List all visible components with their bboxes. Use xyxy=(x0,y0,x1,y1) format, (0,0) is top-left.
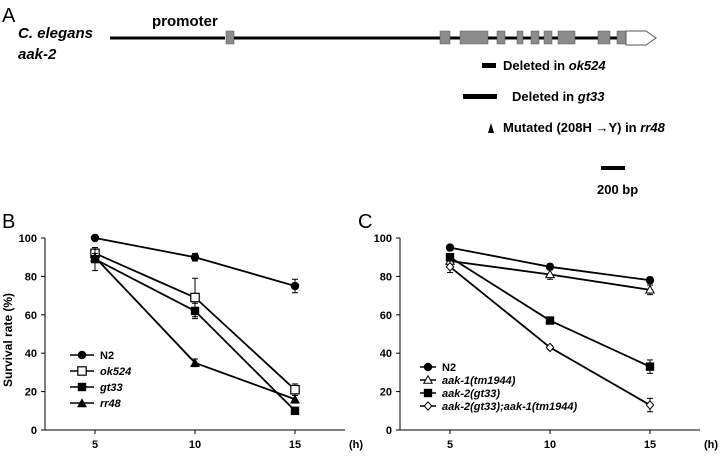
y-axis-title: Survival rate (%) xyxy=(1,293,15,387)
y-tick-label: 60 xyxy=(380,310,392,322)
rr48-mutation-marker xyxy=(488,123,494,133)
data-point-3 xyxy=(645,400,655,410)
data-point-3 xyxy=(190,358,200,367)
x-tick-label: 10 xyxy=(189,439,201,451)
scale-bar xyxy=(601,166,625,170)
data-point-0 xyxy=(445,243,455,252)
legend-label: gt33 xyxy=(99,382,123,394)
y-tick-label: 0 xyxy=(31,425,37,437)
data-point-0 xyxy=(90,233,100,243)
y-tick-label: 100 xyxy=(374,233,392,245)
x-tick-label: 15 xyxy=(289,439,301,451)
panel-b: B Survival rate (%) 0 20 40 60 80 100 5 10 15 (h)… xyxy=(1,211,363,451)
legend-label: aak-2(gt33) xyxy=(442,388,500,400)
data-point-1 xyxy=(190,292,200,303)
x-unit-label: (h) xyxy=(704,439,718,451)
y-tick-label: 20 xyxy=(25,387,37,399)
utr-arrow xyxy=(625,30,657,46)
x-tick-label: 15 xyxy=(644,439,656,451)
ok524-deletion-bar xyxy=(482,63,496,68)
legend-marker xyxy=(423,388,433,398)
x-tick-label: 5 xyxy=(92,439,98,451)
gene-label: aak-2 xyxy=(18,46,57,63)
data-point-0 xyxy=(290,281,300,291)
legend-label: aak-1(tm1944) xyxy=(442,375,516,387)
legend-marker xyxy=(77,398,87,408)
exon-1 xyxy=(439,30,451,45)
y-tick-label: 80 xyxy=(380,271,392,283)
scale-label: 200 bp xyxy=(597,182,638,197)
data-point-1 xyxy=(544,269,556,279)
exon-5 xyxy=(530,30,540,45)
panel-b-label: B xyxy=(2,211,15,233)
legend-marker xyxy=(423,401,433,411)
y-tick-label: 40 xyxy=(25,348,37,360)
exon-6 xyxy=(543,30,553,45)
data-point-2 xyxy=(190,306,200,316)
data-point-3 xyxy=(290,394,300,404)
legend-label: N2 xyxy=(442,362,456,374)
legend-label: ok524 xyxy=(100,366,131,378)
y-tick-label: 20 xyxy=(380,387,392,399)
exon-3 xyxy=(496,30,506,45)
ok524-annotation: Deleted in ok524 xyxy=(503,58,606,73)
exons xyxy=(439,30,657,46)
data-point-2 xyxy=(290,406,300,415)
gt33-annotation: Deleted in gt33 xyxy=(512,89,605,104)
species-label: C. elegans xyxy=(18,25,93,42)
data-point-0 xyxy=(545,262,555,271)
legend-marker xyxy=(423,362,433,372)
promoter-exon xyxy=(225,30,235,45)
y-tick-label: 100 xyxy=(19,233,37,245)
data-point-2 xyxy=(645,362,655,371)
legend-marker xyxy=(422,374,434,384)
data-point-1 xyxy=(290,384,300,395)
panel-a-label: A xyxy=(2,5,16,27)
exon-2 xyxy=(459,30,489,45)
x-tick-label: 5 xyxy=(447,439,453,451)
data-point-2 xyxy=(545,316,555,325)
legend-label: rr48 xyxy=(100,398,122,410)
y-tick-label: 0 xyxy=(386,425,392,437)
data-point-2 xyxy=(445,253,455,262)
x-unit-label: (h) xyxy=(349,439,363,451)
legend-label: aak-2(gt33);aak-1(tm1944) xyxy=(442,401,577,413)
x-tick-label: 10 xyxy=(544,439,556,451)
data-point-1 xyxy=(644,284,656,294)
legend-marker xyxy=(77,366,87,376)
promoter-label: promoter xyxy=(152,13,218,30)
y-tick-label: 80 xyxy=(25,271,37,283)
exon-8 xyxy=(597,30,611,45)
data-point-3 xyxy=(445,261,455,272)
legend-marker xyxy=(77,350,87,360)
exon-4 xyxy=(516,30,524,45)
gt33-deletion-bar xyxy=(463,94,497,99)
legend-label: N2 xyxy=(100,350,114,362)
y-tick-label: 40 xyxy=(380,348,392,360)
exon-9 xyxy=(616,30,627,45)
data-point-3 xyxy=(545,342,555,353)
data-point-3 xyxy=(90,252,100,262)
data-point-0 xyxy=(190,253,200,262)
rr48-annotation: Mutated (208H →Y) in rr48 xyxy=(503,120,666,135)
y-tick-label: 60 xyxy=(25,310,37,322)
exon-7 xyxy=(557,30,576,45)
data-point-0 xyxy=(645,276,655,285)
legend-marker xyxy=(77,382,87,392)
panel-a: A C. elegans aak-2 promoter Deleted in o… xyxy=(2,5,666,197)
panel-c-label: C xyxy=(358,211,372,233)
